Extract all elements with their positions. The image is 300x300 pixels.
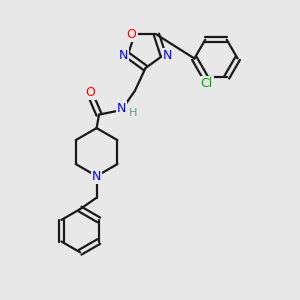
Text: N: N [163,49,172,62]
Text: N: N [117,102,126,115]
Text: O: O [127,28,136,41]
Text: H: H [129,107,137,118]
Text: N: N [118,49,128,62]
Text: N: N [92,169,101,183]
Text: O: O [86,85,95,99]
Text: Cl: Cl [201,77,213,90]
